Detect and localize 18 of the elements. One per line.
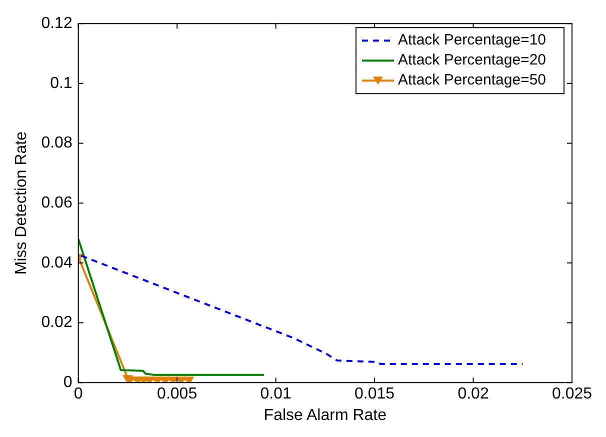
y-tick-label: 0: [63, 374, 72, 392]
legend-label: Attack Percentage=10: [398, 32, 546, 49]
x-tick-label: 0.015: [354, 386, 395, 403]
y-tick-label: 0.12: [41, 15, 72, 32]
x-tick-label: 0.02: [458, 386, 489, 403]
y-tick-label: 0.1: [50, 74, 72, 92]
x-tick-label: 0.01: [260, 386, 292, 403]
y-tick-label: 0.06: [41, 194, 72, 212]
y-tick-label: 0.08: [41, 134, 72, 152]
x-tick-label: 0.025: [552, 386, 592, 403]
y-tick-label: 0.04: [41, 254, 72, 272]
line-series: [80, 254, 524, 366]
x-tick-label: 0.005: [157, 386, 198, 403]
x-axis-title: False Alarm Rate: [264, 406, 387, 424]
legend-label: Attack Percentage=20: [398, 52, 546, 69]
legend-label: Attack Percentage=50: [398, 72, 546, 89]
y-axis-title: Miss Detection Rate: [13, 131, 30, 275]
y-tick-label: 0.02: [41, 314, 72, 332]
